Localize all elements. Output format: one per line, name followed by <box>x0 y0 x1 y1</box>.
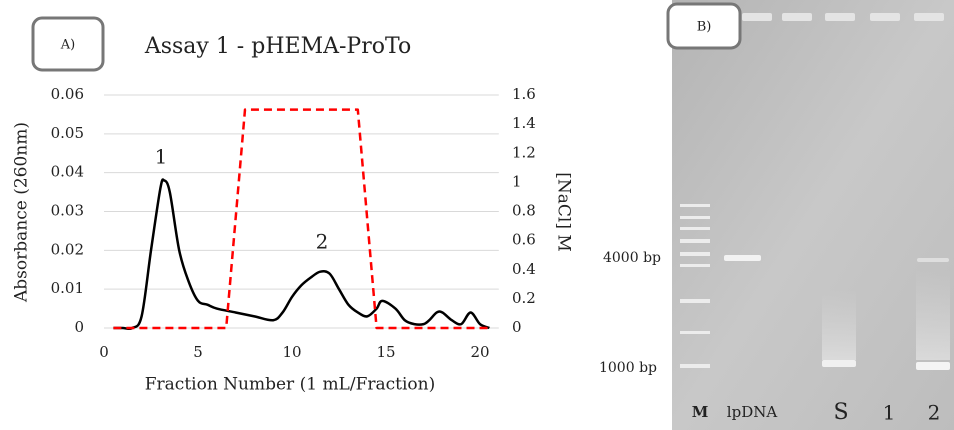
x-tick-label: 10 <box>282 343 301 361</box>
y2-tick-label: 0.8 <box>512 202 536 220</box>
y-tick-label: 0.03 <box>51 202 84 220</box>
lane-label: lpDNA <box>727 403 778 421</box>
lane-label: S <box>833 400 848 425</box>
band <box>917 258 949 262</box>
y-tick-label: 0.01 <box>51 279 84 297</box>
panel-label: A) <box>60 38 75 53</box>
y-tick-label: 0.04 <box>51 163 84 181</box>
y2-tick-label: 1 <box>512 172 522 190</box>
x-tick-label: 0 <box>99 343 109 361</box>
band <box>822 360 856 367</box>
y2-tick-label: 0 <box>512 318 522 336</box>
y2-tick-label: 1.6 <box>512 85 536 103</box>
annotation: 1 <box>155 145 168 169</box>
chart-title: Assay 1 - pHEMA-ProTo <box>144 34 411 59</box>
x-tick-label: 5 <box>193 343 203 361</box>
y2-tick-label: 0.4 <box>512 260 536 278</box>
figure: A) Assay 1 - pHEMA-ProTo Fraction Number… <box>0 0 954 430</box>
lane-label: 1 <box>883 401 896 425</box>
y-axis-label: Absorbance (260nm) <box>12 122 32 303</box>
y2-tick-label: 0.2 <box>512 289 536 307</box>
panel-label: B) <box>697 20 712 35</box>
band <box>916 362 950 370</box>
y-tick-label: 0.02 <box>51 240 84 258</box>
y-tick-label: 0.06 <box>51 85 84 103</box>
size-marker: 4000 bp <box>603 250 661 266</box>
x-axis-label: Fraction Number (1 mL/Fraction) <box>145 375 436 395</box>
gel: M lpDNA S 1 2 <box>672 0 954 430</box>
size-marker: 1000 bp <box>599 360 657 376</box>
x-tick-label: 15 <box>376 343 395 361</box>
series-line <box>113 180 489 329</box>
y-tick-label: 0.05 <box>51 124 84 142</box>
y-tick-label: 0 <box>74 318 84 336</box>
smear <box>822 290 856 360</box>
y2-tick-label: 1.4 <box>512 114 536 132</box>
y2-axis-label: [NaCl] M <box>554 172 574 252</box>
smear <box>916 270 950 360</box>
x-tick-label: 20 <box>470 343 489 361</box>
y2-tick-label: 0.6 <box>512 231 536 249</box>
band <box>724 255 761 261</box>
lane-label: M <box>692 403 709 421</box>
gel-background <box>672 0 954 430</box>
series-line <box>113 110 489 328</box>
lane-label: 2 <box>928 401 941 425</box>
y2-tick-label: 1.2 <box>512 143 536 161</box>
